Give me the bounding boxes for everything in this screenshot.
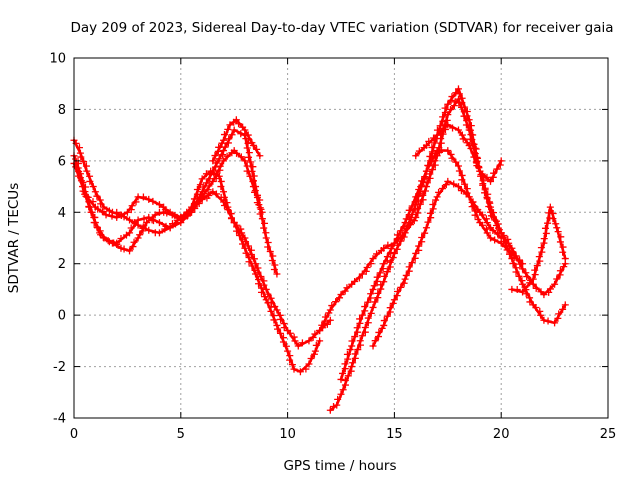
series-markers — [337, 95, 569, 383]
series-path — [371, 180, 503, 348]
series-path — [72, 138, 321, 374]
chart-title: Day 209 of 2023, Sidereal Day-to-day VTE… — [70, 20, 613, 36]
x-tick-label: 0 — [70, 427, 78, 442]
series-arc-11 — [508, 203, 569, 296]
series-markers — [326, 85, 569, 414]
y-tick-label: 0 — [58, 309, 66, 324]
series-markers — [70, 152, 334, 350]
x-tick-label: 25 — [600, 427, 617, 442]
y-tick-label: 6 — [58, 154, 66, 169]
series-arc-1 — [70, 136, 324, 376]
x-tick-label: 10 — [279, 427, 296, 442]
series-path — [329, 87, 567, 412]
grid — [74, 58, 608, 418]
series-arc-9 — [369, 177, 505, 350]
series-arc-6 — [326, 85, 569, 414]
series-arc-7 — [337, 95, 569, 383]
series-markers — [369, 177, 505, 350]
series-path — [83, 128, 279, 276]
x-tick-label: 15 — [386, 427, 403, 442]
y-tick-label: 8 — [58, 103, 66, 118]
series-markers — [81, 126, 281, 278]
y-tick-label: -4 — [53, 412, 66, 427]
series-arc-8 — [316, 146, 527, 335]
series-arc-5 — [209, 116, 264, 165]
series-arc-10 — [412, 121, 505, 185]
x-tick-label: 20 — [493, 427, 510, 442]
y-tick-label: 2 — [58, 257, 66, 272]
y-tick-label: 10 — [49, 52, 66, 67]
series-arc-2 — [70, 152, 334, 350]
series-markers — [412, 121, 505, 185]
axis-ticks: 0 5 10 15 20 25 -4 -2 0 2 4 6 8 10 — [49, 52, 616, 443]
y-tick-label: -2 — [53, 360, 66, 375]
series-markers — [209, 116, 264, 165]
x-axis-label: GPS time / hours — [283, 458, 396, 474]
y-axis-label: SDTVAR / TECUs — [6, 183, 22, 293]
y-tick-label: 4 — [58, 206, 66, 221]
x-tick-label: 5 — [177, 427, 185, 442]
plot-frame — [73, 57, 609, 419]
series-markers — [508, 203, 569, 296]
data-series — [70, 85, 569, 414]
series-markers — [70, 136, 324, 376]
